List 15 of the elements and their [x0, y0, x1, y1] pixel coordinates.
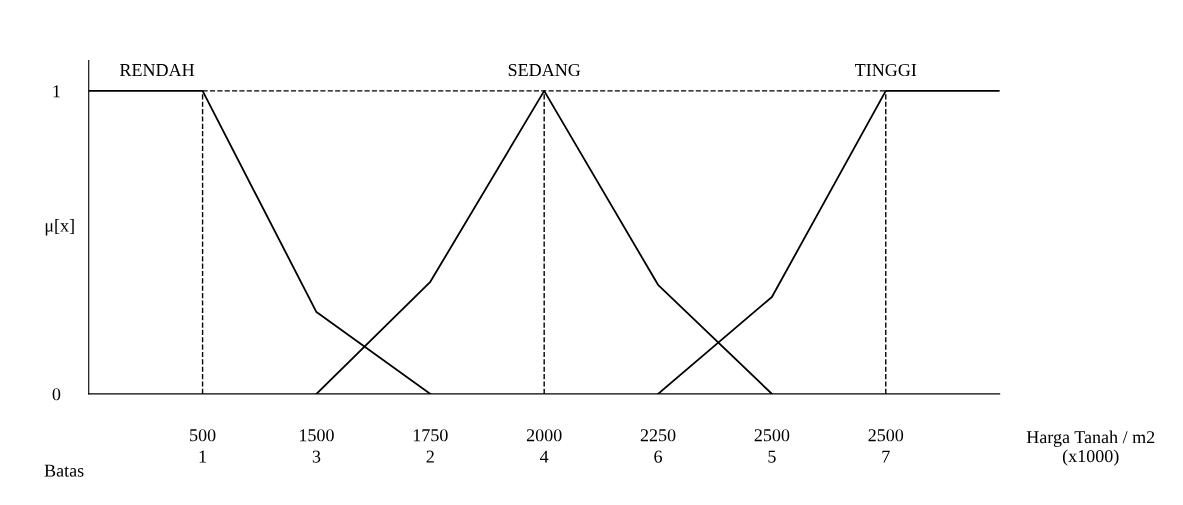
y-tick-label: 0: [52, 388, 61, 401]
x-tick-label: 2000 4: [526, 429, 562, 463]
series-label: RENDAH: [119, 64, 195, 76]
x-axis-title: Harga Tanah / m2 (x1000): [1026, 430, 1155, 466]
x-tick-label: 2500 7: [868, 429, 904, 463]
x-tick-label: 500 1: [190, 429, 216, 463]
y-tick-label: 1: [53, 85, 60, 98]
x-tick-label: 2500 5: [754, 429, 790, 463]
y-axis-title: μ[x]: [45, 219, 74, 236]
x-tick-label: 1500 3: [299, 429, 334, 463]
series-label: SEDANG: [508, 63, 581, 77]
x-tick-label: 2250 6: [640, 429, 676, 463]
text: Batas: [44, 464, 84, 477]
series-label: TINGGI: [855, 63, 917, 77]
x-tick-label: 1750 2: [413, 429, 448, 463]
